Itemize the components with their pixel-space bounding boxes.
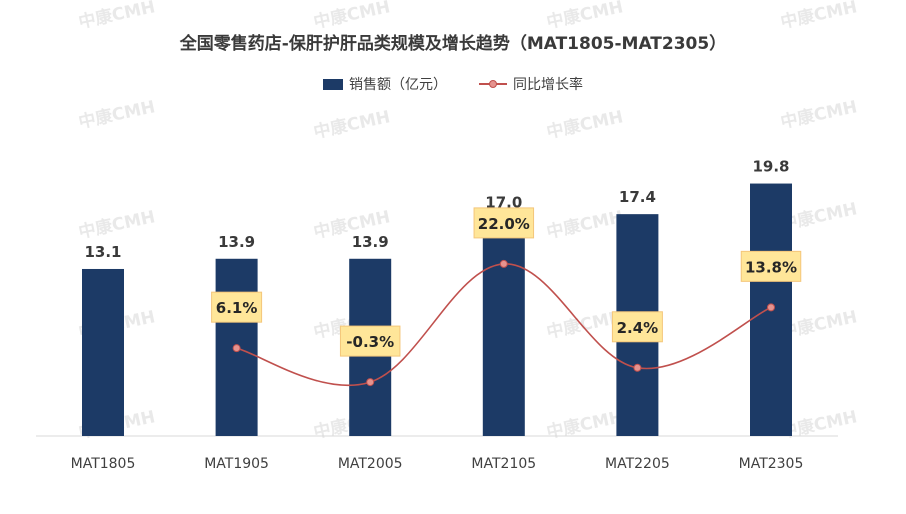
x-tick-label: MAT1905 (204, 456, 269, 472)
growth-label: 13.8% (745, 258, 797, 276)
watermark-text: 中康CMH (77, 96, 157, 133)
watermark-text: 中康CMH (779, 96, 859, 133)
bars-layer (82, 183, 792, 436)
legend-swatch-bar (323, 78, 343, 90)
sales-bar[interactable] (82, 268, 124, 436)
growth-label-box (740, 250, 802, 282)
sales-bar-label: 13.1 (84, 243, 121, 261)
x-tick-label: MAT1805 (71, 456, 136, 472)
growth-point[interactable] (232, 344, 241, 353)
growth-label: 6.1% (216, 299, 258, 317)
sales-bar[interactable] (482, 219, 525, 436)
watermark-text: 中康CMH (312, 106, 392, 143)
x-tick-label: MAT2005 (338, 456, 403, 472)
growth-label-box (473, 207, 535, 239)
watermark-text: 中康CMH (545, 206, 625, 243)
x-tick-label: MAT2305 (739, 456, 804, 472)
x-tick-label: MAT2105 (471, 456, 536, 472)
legend: 销售额（亿元） 同比增长率 (0, 74, 906, 94)
watermark-text: 中康CMH (77, 0, 157, 33)
sales-bar-label: 17.4 (619, 188, 656, 206)
watermark-text: 中康CMH (312, 0, 392, 33)
growth-label: -0.3% (346, 333, 394, 351)
watermark-text: 中康CMH (545, 0, 625, 33)
watermark-text: 中康CMH (545, 406, 625, 443)
growth-line-layer (232, 259, 775, 387)
legend-item-sales[interactable]: 销售额（亿元） (323, 74, 447, 94)
watermark-layer: 中康CMH 中康CMH 中康CMH 中康CMH 中康CMH 中康CMH 中康CMH 中康CMH… (77, 0, 859, 443)
watermark-text: 中康CMH (779, 0, 859, 33)
growth-label-box (611, 311, 663, 343)
growth-point[interactable] (633, 363, 642, 372)
sales-bar-label: 13.9 (352, 233, 389, 251)
legend-label-sales: 销售额（亿元） (349, 77, 447, 93)
growth-label: 2.4% (617, 319, 659, 337)
watermark-text: 中康CMH (77, 206, 157, 243)
legend-label-growth: 同比增长率 (513, 77, 583, 93)
growth-point[interactable] (499, 259, 508, 268)
labels-layer: 13.1 MAT1805 13.9 MAT1905 13.9 MAT2005 17.0 MAT… (71, 158, 804, 472)
chart-title: 全国零售药店-保肝护肝品类规模及增长趋势（MAT1805-MAT2305） (179, 34, 727, 54)
legend-swatch-line (479, 78, 507, 90)
growth-label-box (339, 325, 401, 357)
legend-item-growth[interactable]: 同比增长率 (479, 74, 583, 94)
sales-bar-label: 13.9 (218, 233, 255, 251)
growth-label: 22.0% (478, 215, 530, 233)
x-tick-label: MAT2205 (605, 456, 670, 472)
growth-point[interactable] (366, 378, 375, 387)
sales-bar-label: 19.8 (752, 158, 789, 176)
sales-bar-label: 17.0 (485, 193, 522, 211)
growth-label-box (211, 291, 263, 323)
watermark-text: 中康CMH (545, 106, 625, 143)
growth-point[interactable] (767, 303, 775, 312)
